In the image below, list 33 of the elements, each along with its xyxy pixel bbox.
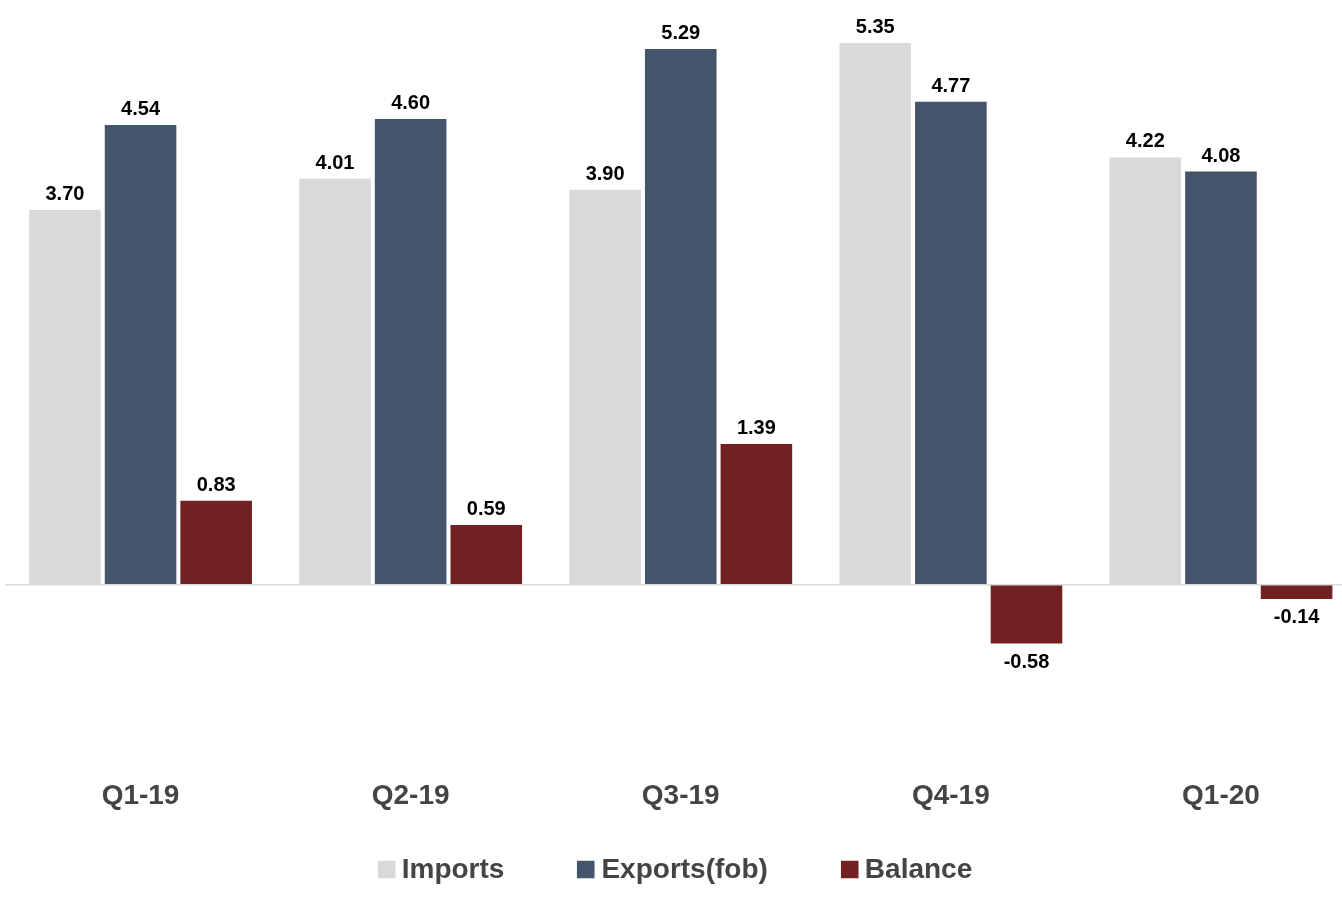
data-label: 4.08	[1201, 143, 1241, 166]
legend-label: Balance	[864, 853, 973, 885]
data-label: 3.90	[585, 161, 625, 184]
bar	[1185, 171, 1257, 585]
data-label: 5.35	[855, 15, 895, 38]
bar	[915, 101, 987, 585]
data-label: 4.77	[931, 73, 971, 96]
data-label: 4.01	[315, 150, 355, 173]
x-tick-label: Q2-19	[371, 779, 450, 811]
data-label: 4.22	[1125, 129, 1165, 152]
x-tick-label: Q3-19	[641, 779, 720, 811]
bar	[720, 444, 793, 585]
data-label: -0.14	[1273, 604, 1321, 627]
legend-label: Imports	[401, 853, 505, 885]
bar	[104, 125, 177, 585]
bar	[1260, 584, 1333, 599]
x-tick-label: Q1-20	[1182, 779, 1260, 811]
data-label: 1.39	[736, 416, 776, 439]
bar	[644, 49, 717, 585]
x-tick-label: Q1-19	[101, 779, 180, 811]
bar	[374, 118, 447, 585]
legend-label: Exports(fob)	[601, 853, 768, 885]
data-label: 5.29	[661, 21, 701, 44]
bar	[990, 584, 1063, 644]
x-tick-label: Q4-19	[911, 779, 990, 811]
data-label: 0.83	[196, 472, 236, 495]
data-label: 4.60	[391, 90, 431, 113]
data-label: 0.59	[466, 497, 506, 520]
data-label: 3.70	[45, 182, 85, 205]
bar	[450, 525, 523, 585]
data-label: 4.54	[121, 97, 161, 120]
bar	[180, 500, 252, 585]
data-label: -0.58	[1003, 649, 1050, 672]
